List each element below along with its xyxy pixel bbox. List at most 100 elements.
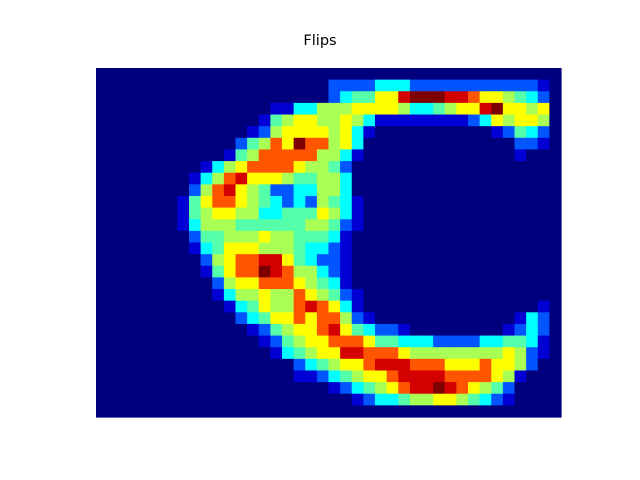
heatmap-cell [502, 149, 516, 162]
heatmap-cell [96, 114, 109, 127]
heatmap-cell [479, 358, 492, 372]
heatmap-cell [165, 161, 178, 174]
heatmap-cell [514, 126, 527, 139]
heatmap-cell [119, 149, 132, 162]
heatmap-cell [212, 172, 225, 185]
heatmap-cell [130, 277, 144, 290]
heatmap-cell [363, 79, 376, 92]
heatmap-cell [107, 219, 120, 232]
heatmap-cell [526, 335, 539, 348]
heatmap-cell [305, 230, 318, 244]
heatmap-cell [247, 358, 260, 372]
heatmap-cell [409, 347, 423, 360]
heatmap-cell [235, 300, 248, 313]
heatmap-cell [549, 114, 562, 127]
heatmap-cell [142, 312, 155, 325]
heatmap-cell [375, 91, 388, 104]
heatmap-cell [258, 102, 271, 116]
heatmap-cell [537, 335, 550, 348]
heatmap-cell [468, 358, 481, 372]
heatmap-cell [549, 382, 562, 395]
heatmap-cell [200, 393, 213, 406]
heatmap-cell [130, 126, 144, 139]
heatmap-cell [177, 242, 190, 255]
heatmap-cell [223, 289, 237, 302]
heatmap-cell [549, 242, 562, 255]
heatmap-cell [177, 149, 190, 162]
heatmap-cell [189, 126, 202, 139]
heatmap-cell [223, 102, 237, 116]
heatmap-cell [282, 335, 295, 348]
heatmap-cell [363, 102, 376, 116]
heatmap-cell [468, 114, 481, 127]
heatmap-cell [386, 312, 399, 325]
heatmap-cell [282, 300, 295, 313]
heatmap-cell [130, 161, 144, 174]
heatmap-cell [491, 265, 504, 278]
heatmap-cell [328, 161, 341, 174]
heatmap-cell [444, 102, 457, 116]
heatmap-cell [223, 207, 237, 220]
heatmap-cell [247, 265, 260, 278]
heatmap-cell [502, 300, 516, 313]
heatmap-cell [154, 393, 167, 406]
heatmap-cell [549, 102, 562, 116]
heatmap-cell [212, 358, 225, 372]
heatmap-cell [119, 161, 132, 174]
heatmap-cell [177, 172, 190, 185]
heatmap-cell [130, 91, 144, 104]
heatmap-cell [363, 219, 376, 232]
heatmap-cell [258, 91, 271, 104]
heatmap-cell [235, 323, 248, 337]
heatmap-cell [514, 207, 527, 220]
heatmap-cell [130, 289, 144, 302]
heatmap-cell [502, 79, 516, 92]
heatmap-cell [305, 79, 318, 92]
heatmap-cell [107, 230, 120, 244]
heatmap-cell [316, 91, 330, 104]
heatmap-cell [351, 114, 364, 127]
heatmap-cell [444, 161, 457, 174]
heatmap-cell [270, 277, 283, 290]
heatmap-cell [142, 393, 155, 406]
heatmap-cell [177, 300, 190, 313]
heatmap-cell [514, 265, 527, 278]
heatmap-cell [468, 126, 481, 139]
heatmap-cell [235, 219, 248, 232]
heatmap-cell [270, 79, 283, 92]
heatmap-cell [316, 79, 330, 92]
heatmap-cell [421, 265, 434, 278]
heatmap-cell [177, 347, 190, 360]
heatmap-cell [537, 312, 550, 325]
heatmap-cell [165, 265, 178, 278]
heatmap-cell [363, 207, 376, 220]
heatmap-cell [549, 335, 562, 348]
heatmap-cell [340, 207, 353, 220]
heatmap-cell [293, 289, 306, 302]
heatmap-cell [316, 277, 330, 290]
heatmap-cell [502, 335, 516, 348]
heatmap-cell [96, 79, 109, 92]
heatmap-cell [433, 347, 446, 360]
heatmap-cell [177, 382, 190, 395]
heatmap-cell [409, 393, 423, 406]
heatmap-cell [247, 335, 260, 348]
heatmap-cell [107, 68, 120, 81]
heatmap-cell [491, 323, 504, 337]
heatmap-cell [328, 207, 341, 220]
heatmap-cell [235, 312, 248, 325]
heatmap-cell [351, 254, 364, 267]
heatmap-cell [212, 149, 225, 162]
heatmap-cell [282, 195, 295, 209]
heatmap-cell [189, 184, 202, 197]
heatmap-cell [549, 300, 562, 313]
heatmap-cell [177, 114, 190, 127]
heatmap-cell [444, 68, 457, 81]
heatmap-cell [468, 405, 481, 418]
heatmap-cell [479, 300, 492, 313]
heatmap-cell [537, 149, 550, 162]
heatmap-cell [491, 347, 504, 360]
heatmap-cell [502, 195, 516, 209]
heatmap-cell [130, 219, 144, 232]
heatmap-cell [386, 358, 399, 372]
